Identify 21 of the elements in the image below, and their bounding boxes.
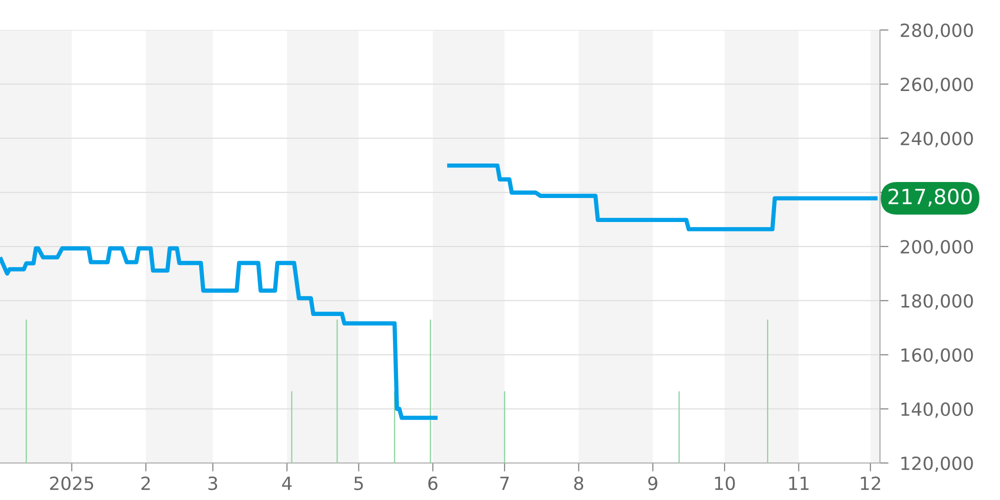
y-tick-label: 160,000 [901, 348, 973, 364]
annotation: 217,800 [888, 188, 972, 206]
x-tick-label: 5 [354, 476, 363, 490]
x-tick-label: 2025 [50, 476, 94, 490]
y-tick-label: 180,000 [901, 294, 973, 310]
y-tick-label: 140,000 [901, 402, 973, 418]
x-tick-label: 4 [282, 476, 292, 490]
y-tick-label: 280,000 [900, 23, 973, 39]
x-tick-label: 8 [574, 476, 584, 490]
x-tick-label: 6 [428, 476, 438, 490]
y-tick-label: 260,000 [900, 78, 973, 94]
x-tick-label: 11 [789, 476, 809, 490]
x-tick-label: 12 [860, 476, 880, 490]
y-tick-label: 200,000 [900, 240, 973, 256]
x-tick-label: 9 [648, 476, 658, 490]
x-tick-label: 7 [500, 476, 509, 490]
y-tick-label: 240,000 [900, 132, 973, 148]
x-tick-label: 10 [715, 476, 735, 490]
x-tick-label: 2 [141, 476, 150, 490]
y-tick-label: 120,000 [901, 456, 973, 472]
x-tick-label: 3 [208, 476, 218, 490]
